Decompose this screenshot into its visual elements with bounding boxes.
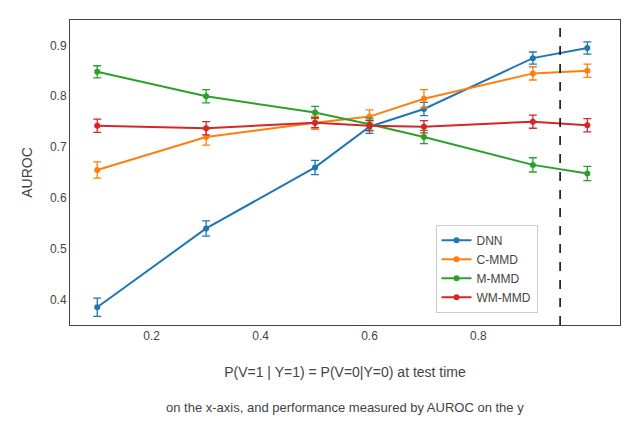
svg-text:WM-MMD: WM-MMD xyxy=(477,291,531,305)
svg-text:AUROC: AUROC xyxy=(19,147,35,198)
svg-text:0.4: 0.4 xyxy=(252,329,269,343)
svg-text:0.5: 0.5 xyxy=(50,242,67,256)
svg-text:P(V=1 | Y=1) = P(V=0|Y=0) at t: P(V=1 | Y=1) = P(V=0|Y=0) at test time xyxy=(224,364,466,380)
svg-text:0.8: 0.8 xyxy=(50,89,67,103)
svg-text:M-MMD: M-MMD xyxy=(477,272,520,286)
svg-text:0.9: 0.9 xyxy=(50,39,67,53)
svg-text:0.8: 0.8 xyxy=(470,329,487,343)
svg-text:0.6: 0.6 xyxy=(50,191,67,205)
svg-text:0.6: 0.6 xyxy=(361,329,378,343)
svg-text:C-MMD: C-MMD xyxy=(477,253,519,267)
svg-text:DNN: DNN xyxy=(477,234,503,248)
svg-text:0.4: 0.4 xyxy=(50,293,67,307)
svg-text:0.7: 0.7 xyxy=(50,140,67,154)
svg-text:on the x-axis, and performance: on the x-axis, and performance measured … xyxy=(166,400,524,415)
svg-text:0.2: 0.2 xyxy=(143,329,160,343)
